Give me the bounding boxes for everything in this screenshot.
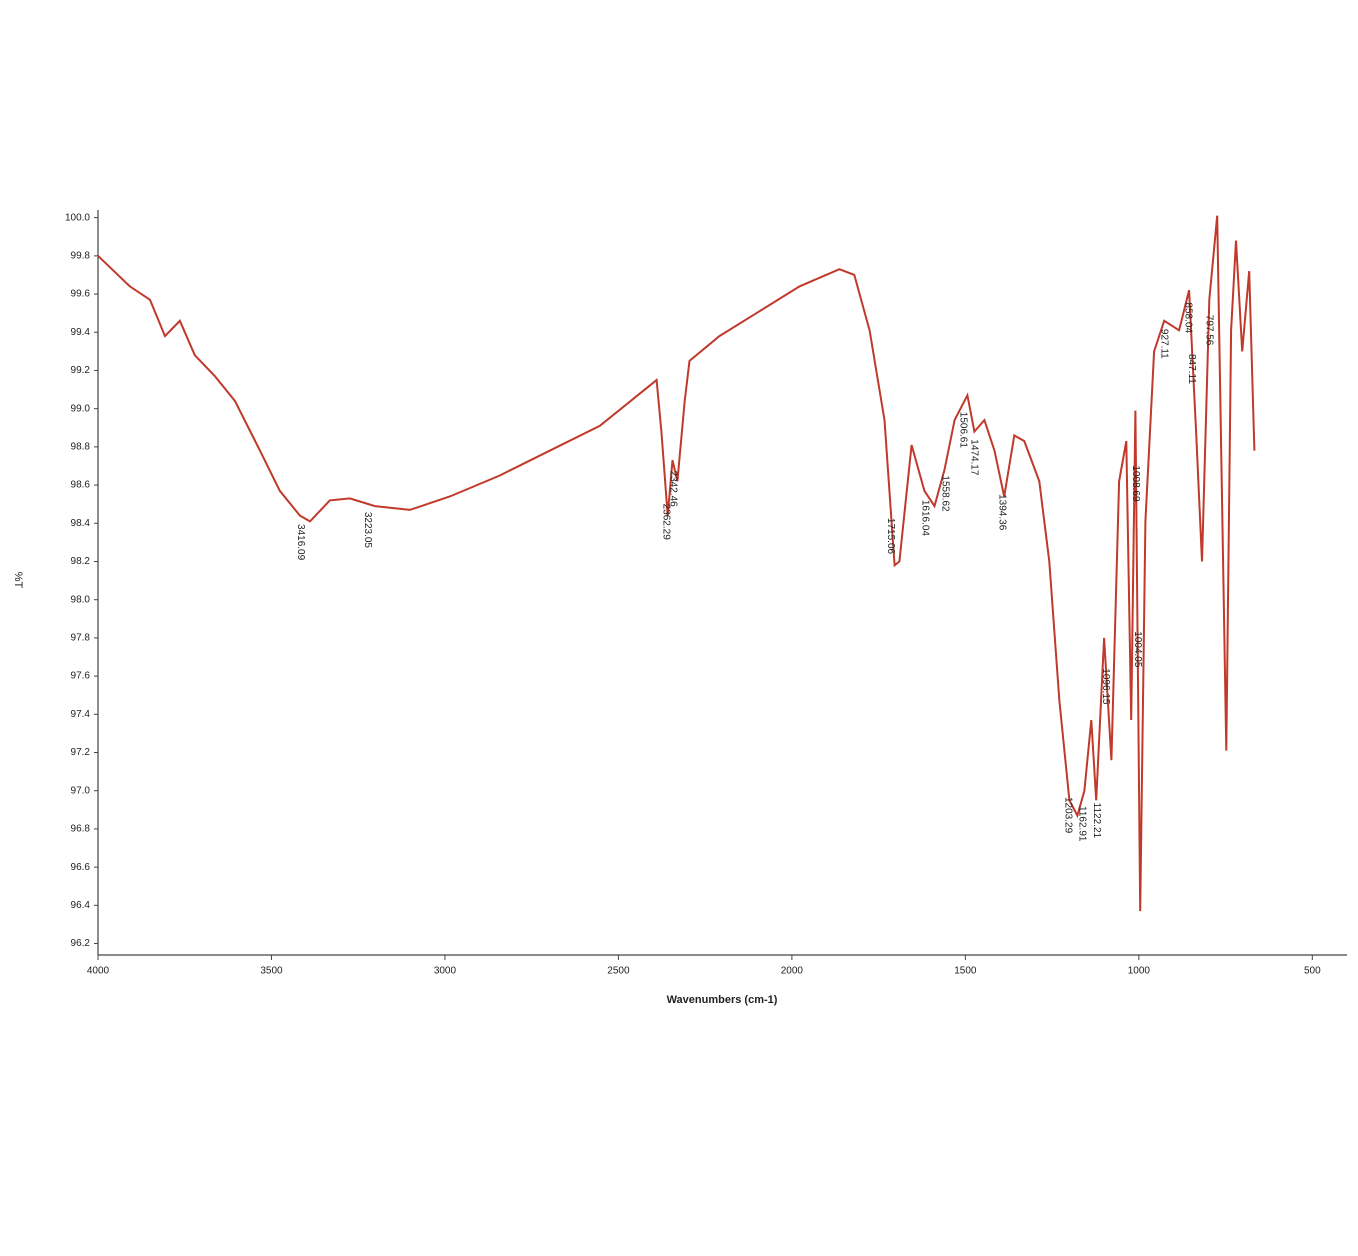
x-tick-label: 2500	[607, 966, 630, 977]
peak-label: 1474.17	[969, 439, 980, 476]
x-tick-label: 500	[1304, 966, 1321, 977]
peak-label: 1203.29	[1063, 797, 1074, 834]
y-tick-label: 97.4	[71, 709, 91, 720]
peak-label: 1506.61	[957, 412, 968, 449]
y-tick-label: 96.6	[71, 862, 91, 873]
y-tick-label: 98.4	[71, 518, 91, 529]
x-tick-label: 4000	[87, 966, 110, 977]
peak-label: 847.11	[1186, 354, 1197, 384]
y-tick-label: 98.6	[71, 480, 91, 491]
peak-label: 1715.06	[885, 518, 896, 555]
spectrum-line	[97, 215, 1256, 912]
peak-label: 1004.05	[1132, 631, 1143, 668]
y-tick-label: 97.8	[71, 633, 91, 644]
peak-label: 2342.46	[667, 471, 678, 508]
x-tick-label: 3500	[260, 966, 283, 977]
peak-label: 3223.05	[362, 512, 373, 549]
peak-label: 3416.09	[295, 524, 306, 561]
y-tick-label: 98.0	[71, 594, 91, 605]
peak-label: 1394.36	[996, 494, 1007, 531]
y-tick-label: 100.0	[65, 212, 90, 223]
y-tick-label: 99.0	[71, 403, 91, 414]
y-tick-label: 99.2	[71, 365, 91, 376]
y-tick-label: 98.8	[71, 442, 91, 453]
x-tick-label: 2000	[781, 966, 804, 977]
x-tick-label: 3000	[434, 966, 457, 977]
peak-label: 2362.29	[661, 504, 672, 541]
y-tick-label: 99.6	[71, 289, 91, 300]
peak-label: 927.11	[1158, 329, 1169, 359]
y-tick-label: 99.8	[71, 250, 91, 261]
y-axis-label: %T	[12, 572, 24, 589]
x-tick-label: 1500	[954, 966, 977, 977]
y-tick-label: 98.2	[71, 556, 91, 567]
peak-label: 1558.62	[939, 475, 950, 512]
y-tick-label: 96.8	[71, 824, 91, 835]
x-tick-label: 1000	[1128, 966, 1151, 977]
y-tick-label: 97.6	[71, 671, 91, 682]
peak-label: 1008.69	[1130, 465, 1141, 502]
y-tick-label: 97.0	[71, 785, 91, 796]
peak-label: 1122.21	[1091, 803, 1102, 839]
x-axis-label: Wavenumbers (cm-1)	[667, 994, 778, 1006]
y-tick-label: 97.2	[71, 747, 91, 758]
y-tick-label: 96.2	[71, 938, 91, 949]
y-tick-label: 99.4	[71, 327, 91, 338]
peak-label: 1162.91	[1077, 806, 1088, 842]
y-tick-label: 96.4	[71, 900, 91, 911]
peak-label: 1096.15	[1100, 668, 1111, 705]
peak-label: 858.04	[1182, 302, 1193, 333]
peak-label: 1616.04	[919, 500, 930, 537]
peak-label: 797.56	[1203, 315, 1214, 346]
